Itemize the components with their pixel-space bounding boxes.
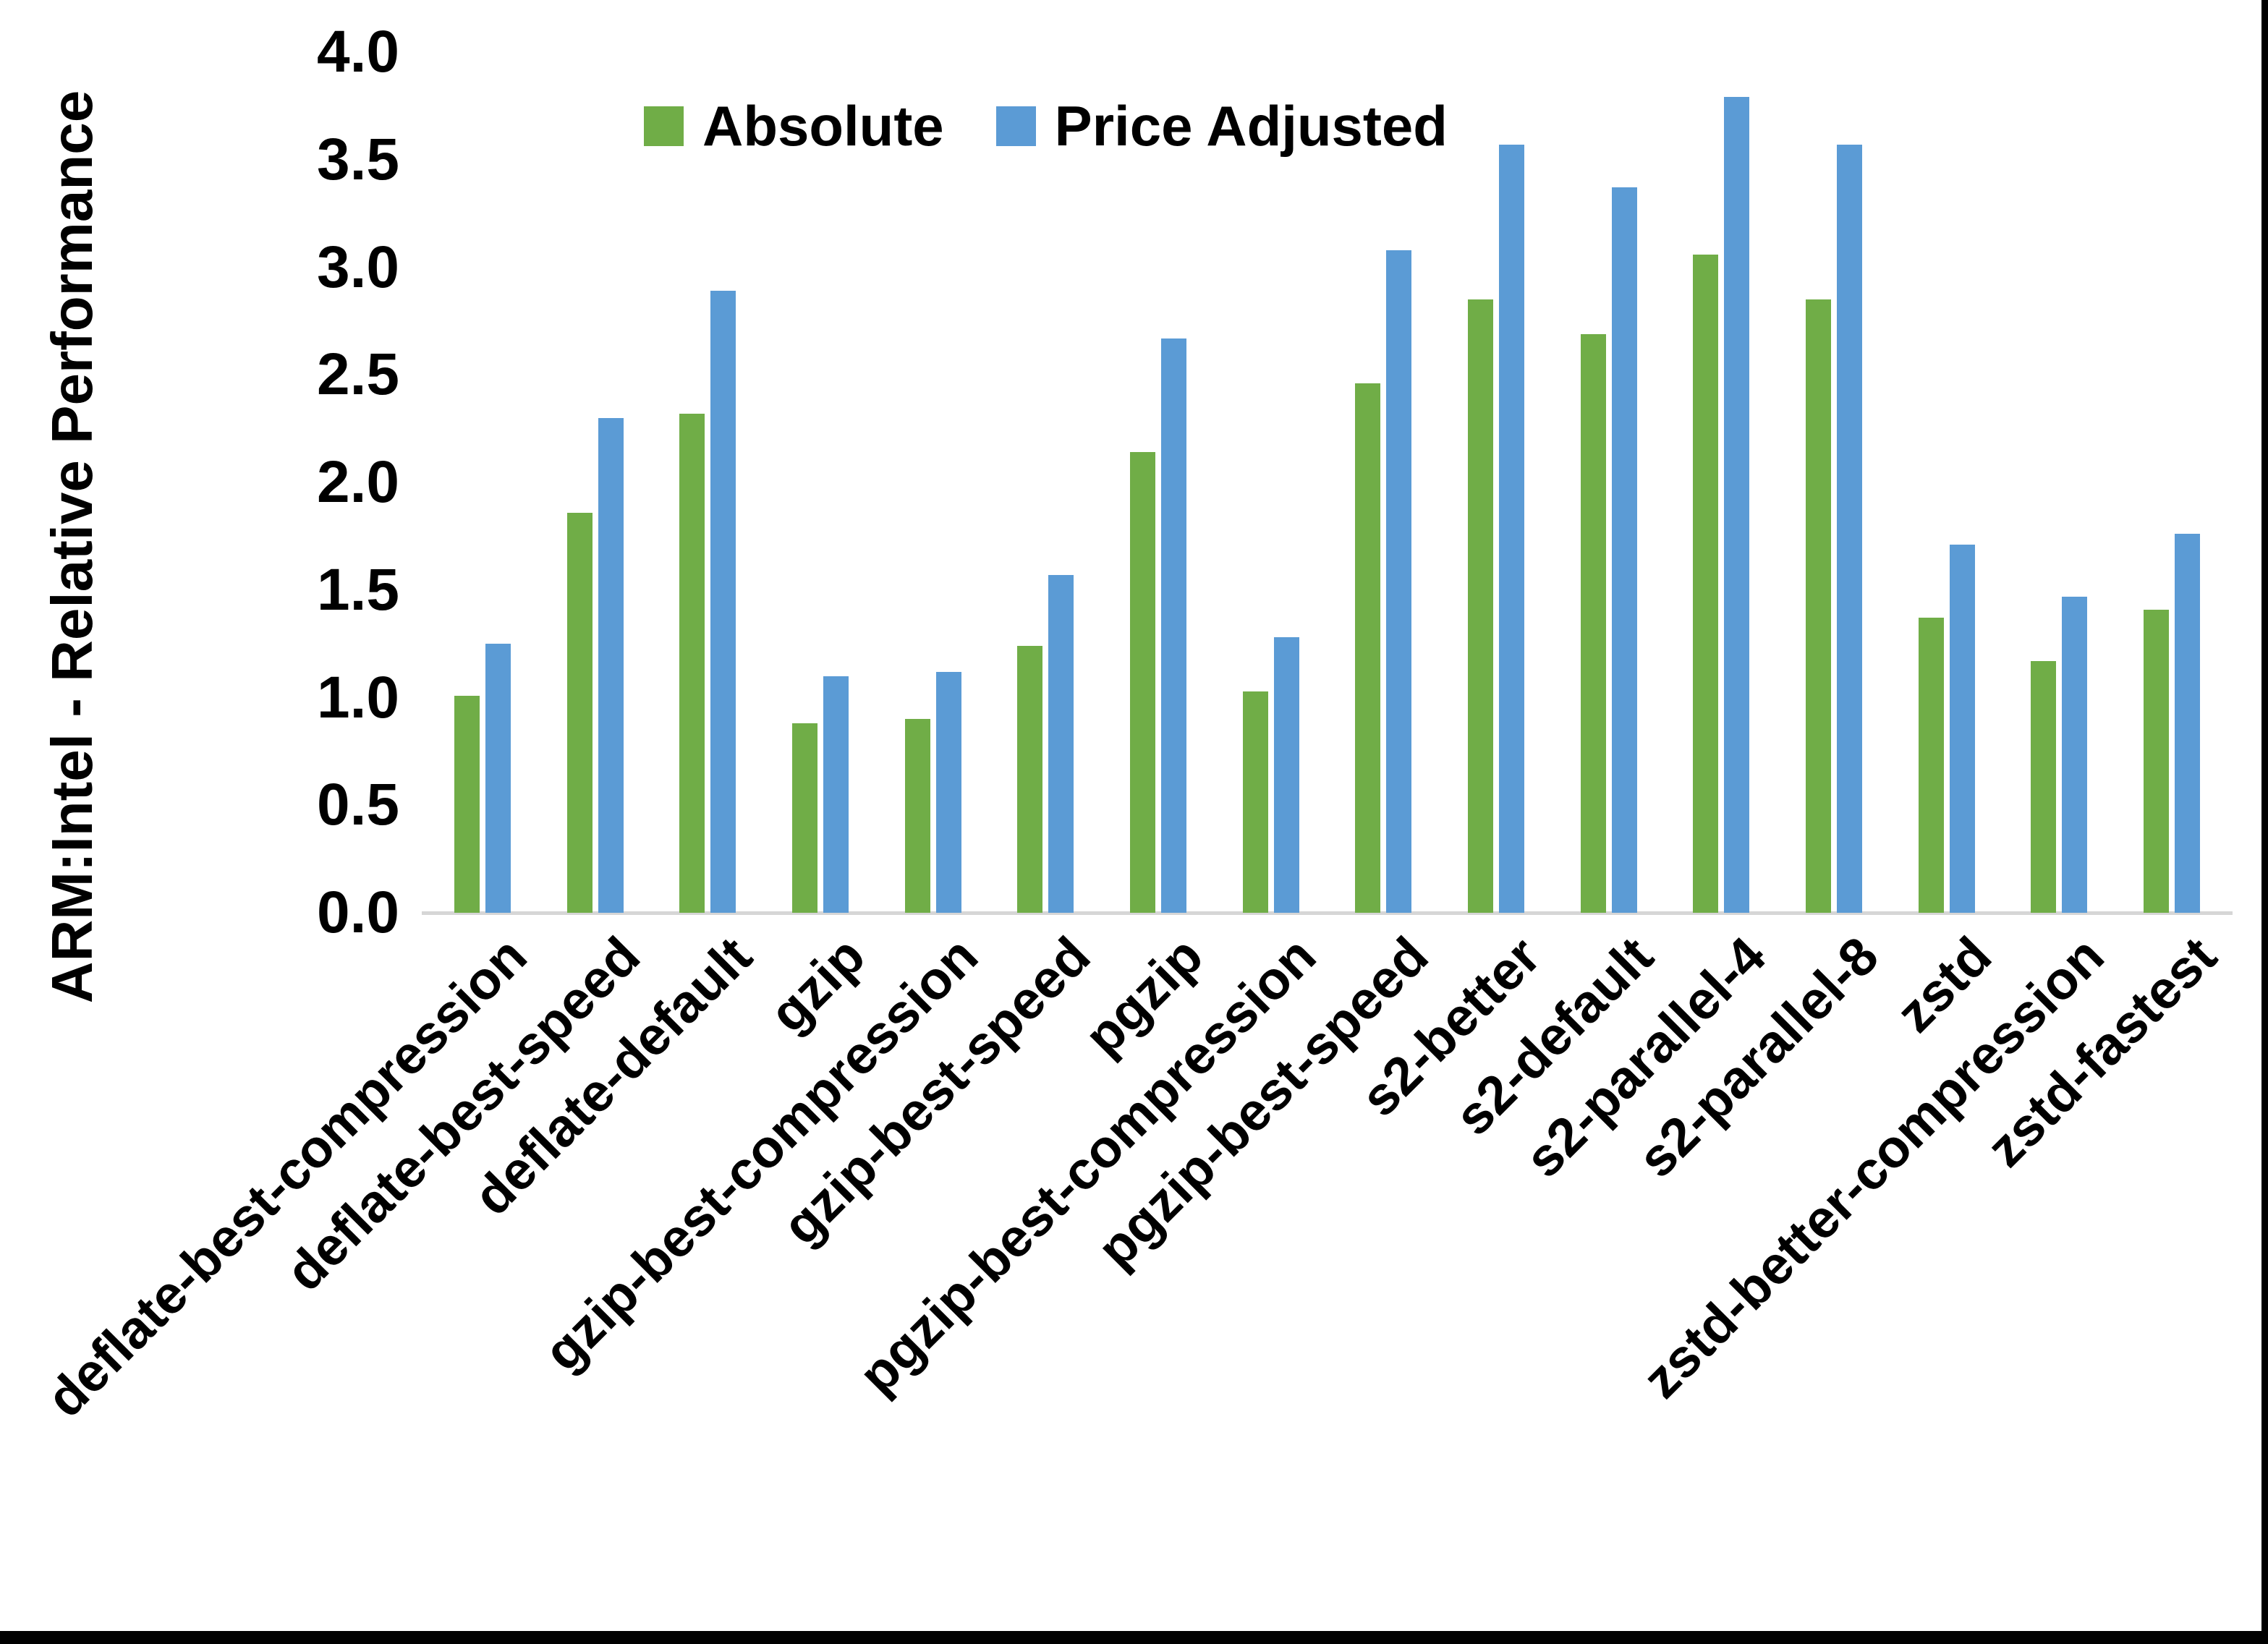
bar-zstd-fastest-absolute [2144, 610, 2169, 913]
screenshot-right-border [2261, 0, 2268, 1644]
x-axis-line [422, 911, 2233, 915]
bar-zstd-price-adjusted [1950, 545, 1975, 913]
bar-pgzip-best-compression-absolute [1243, 691, 1268, 913]
bar-pgzip-best-speed-price-adjusted [1386, 250, 1411, 913]
bar-gzip-best-compression-price-adjusted [936, 672, 961, 913]
bar-gzip-best-compression-absolute [905, 719, 930, 913]
y-tick-label-1.0: 1.0 [317, 665, 399, 731]
bar-s2-parallel-8-price-adjusted [1837, 145, 1862, 913]
plot-area [422, 52, 2233, 915]
x-axis-label-deflate-best-compression: deflate-best-compression [35, 925, 539, 1428]
bar-gzip-price-adjusted [823, 676, 849, 913]
bar-gzip-absolute [792, 723, 817, 913]
legend-item-absolute: Absolute [644, 98, 944, 154]
y-tick-label-2.5: 2.5 [317, 341, 399, 407]
legend: Absolute Price Adjusted [644, 98, 1448, 154]
bar-zstd-better-compression-price-adjusted [2062, 597, 2087, 913]
bar-s2-default-absolute [1581, 334, 1606, 913]
bar-deflate-best-compression-absolute [454, 696, 480, 913]
y-tick-label-2.0: 2.0 [317, 449, 399, 515]
bar-s2-better-price-adjusted [1499, 145, 1524, 913]
bar-deflate-best-speed-absolute [567, 513, 593, 913]
bar-pgzip-absolute [1130, 452, 1155, 913]
bar-pgzip-best-speed-absolute [1355, 383, 1380, 913]
bar-deflate-default-price-adjusted [710, 291, 736, 913]
screenshot-bottom-border [0, 1631, 2268, 1644]
y-tick-label-0.0: 0.0 [317, 880, 399, 945]
y-tick-label-3.0: 3.0 [317, 234, 399, 300]
bar-s2-default-price-adjusted [1612, 187, 1637, 913]
y-tick-label-1.5: 1.5 [317, 557, 399, 623]
y-tick-label-0.5: 0.5 [317, 772, 399, 838]
bar-zstd-fastest-price-adjusted [2175, 534, 2200, 913]
legend-label: Price Adjusted [1054, 94, 1448, 158]
bar-zstd-absolute [1919, 618, 1944, 913]
bar-zstd-better-compression-absolute [2031, 661, 2056, 913]
legend-label: Absolute [702, 94, 944, 158]
bar-pgzip-best-compression-price-adjusted [1274, 637, 1299, 913]
legend-swatch-price-adjusted-icon [995, 106, 1036, 146]
legend-item-price-adjusted: Price Adjusted [995, 94, 1448, 158]
y-tick-label-4.0: 4.0 [317, 19, 399, 85]
bar-deflate-best-compression-price-adjusted [485, 644, 511, 913]
bar-pgzip-price-adjusted [1161, 338, 1186, 913]
bar-gzip-best-speed-absolute [1017, 646, 1042, 913]
bar-s2-parallel-8-absolute [1806, 299, 1831, 913]
bar-s2-parallel-4-absolute [1693, 255, 1718, 913]
legend-swatch-absolute-icon [644, 106, 684, 146]
bar-s2-parallel-4-price-adjusted [1724, 97, 1749, 913]
bar-deflate-best-speed-price-adjusted [598, 418, 624, 913]
bar-deflate-default-absolute [679, 414, 705, 913]
bar-gzip-best-speed-price-adjusted [1048, 575, 1074, 913]
y-tick-label-3.5: 3.5 [317, 127, 399, 192]
bar-s2-better-absolute [1468, 299, 1493, 913]
